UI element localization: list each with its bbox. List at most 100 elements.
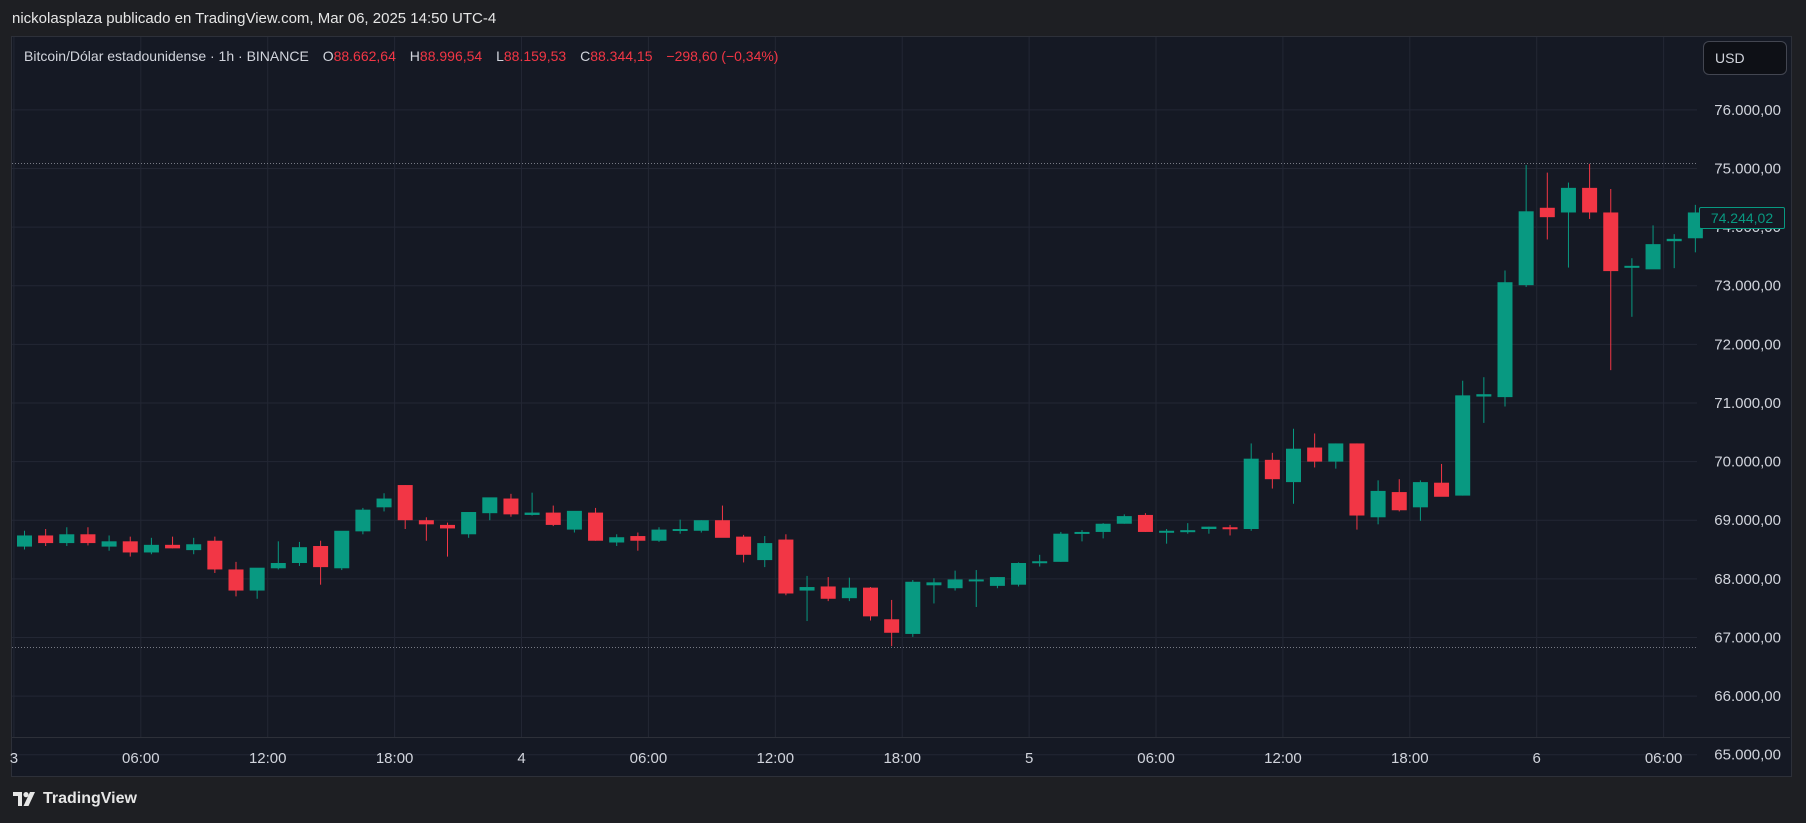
candle-down <box>418 517 434 541</box>
candle-body <box>80 534 96 544</box>
candle-body <box>355 509 371 532</box>
candle-body <box>1243 458 1259 530</box>
candle-down <box>588 507 604 541</box>
candle-body <box>165 544 181 549</box>
candle-up <box>968 570 984 607</box>
candle-up <box>1497 270 1513 407</box>
candle-body <box>1455 395 1471 496</box>
candle-body <box>884 619 900 633</box>
tradingview-brand[interactable]: TradingView <box>13 790 137 808</box>
candle-body <box>1560 187 1576 213</box>
candle-up <box>989 577 1005 589</box>
x-tick-label: 3 <box>10 750 18 767</box>
x-tick-label: 5 <box>1025 750 1033 767</box>
candle-body <box>714 520 730 538</box>
chart-panel[interactable] <box>11 36 1792 777</box>
candle-body <box>799 587 815 591</box>
y-tick-label: 68.000,00 <box>1714 571 1781 588</box>
candle-up <box>334 530 350 571</box>
candle-body <box>1222 527 1238 530</box>
candle-down <box>165 536 181 549</box>
candle-body <box>1666 238 1682 242</box>
candle-up <box>651 527 667 542</box>
candle-body <box>1201 526 1217 530</box>
candle-up <box>1074 530 1090 542</box>
candle-up <box>1476 377 1492 423</box>
y-tick-label: 73.000,00 <box>1714 278 1781 295</box>
candle-up <box>1180 523 1196 534</box>
candle-up <box>1286 428 1301 504</box>
candle-up <box>291 541 307 566</box>
y-tick-label: 70.000,00 <box>1714 454 1781 471</box>
x-tick-label: 18:00 <box>376 750 414 767</box>
candle-down <box>38 529 54 547</box>
candle-down <box>630 532 646 551</box>
symbol-title: Bitcoin/Dólar estadounidense · 1h · BINA… <box>24 48 309 64</box>
candle-body <box>1307 447 1323 462</box>
low-label: L <box>496 48 504 64</box>
candle-body <box>1645 244 1661 270</box>
candle-up <box>249 567 265 599</box>
candle-up <box>1666 234 1682 269</box>
candle-body <box>609 537 625 543</box>
candle-up <box>270 541 286 570</box>
candle-down <box>820 577 836 602</box>
x-tick-label: 06:00 <box>122 750 160 767</box>
candle-down <box>1434 463 1450 497</box>
candle-body <box>101 541 117 547</box>
candle-body <box>1328 443 1344 462</box>
candle-down <box>1264 452 1280 489</box>
candle-body <box>1391 492 1407 511</box>
high-label: H <box>409 48 420 64</box>
candle-body <box>566 510 582 530</box>
candle-up <box>1560 182 1576 268</box>
candle-body <box>1053 533 1069 562</box>
candle-up <box>1159 529 1175 544</box>
candle-body <box>672 529 688 532</box>
grid <box>12 37 1790 756</box>
candle-body <box>989 577 1005 586</box>
y-tick-label: 65.000,00 <box>1714 747 1781 764</box>
candle-body <box>1370 490 1386 518</box>
candle-up <box>1011 562 1027 587</box>
candle-up <box>524 492 540 516</box>
candle-body <box>524 512 540 515</box>
candle-down <box>207 536 223 573</box>
candle-body <box>1349 443 1365 516</box>
x-tick-label: 6 <box>1533 750 1541 767</box>
candle-up <box>1032 554 1048 567</box>
candle-body <box>1476 394 1492 397</box>
candle-body <box>397 485 413 521</box>
open-value: 88.662,64 <box>333 48 396 64</box>
candle-body <box>1159 530 1175 533</box>
x-tick-label: 06:00 <box>1645 750 1683 767</box>
candle-body <box>313 546 329 568</box>
candle-down <box>122 536 138 557</box>
brand-name: TradingView <box>43 790 137 807</box>
last-price-label: 74.244,02 <box>1699 207 1785 229</box>
candle-up <box>1455 380 1471 496</box>
candle-down <box>397 485 413 530</box>
close-value: 88.344,15 <box>590 48 653 64</box>
candle-body <box>503 498 519 515</box>
candle-body <box>820 586 836 599</box>
candle-body <box>291 547 307 564</box>
candle-up <box>841 577 857 602</box>
candle-up <box>1201 526 1217 534</box>
y-tick-label: 67.000,00 <box>1714 629 1781 646</box>
high-value: 88.996,54 <box>419 48 483 64</box>
x-tick-label: 4 <box>517 750 525 767</box>
currency-button[interactable]: USD <box>1703 41 1787 75</box>
candle-up <box>376 493 392 512</box>
candle-body <box>757 543 773 561</box>
candle-up <box>609 534 625 547</box>
candle-up <box>1518 164 1534 287</box>
candle-body <box>334 530 350 569</box>
candle-body <box>841 587 857 599</box>
candle-down <box>778 534 794 596</box>
candle-down <box>1539 172 1555 240</box>
candle-down <box>736 534 752 563</box>
candle-up <box>757 536 773 568</box>
candle-body <box>947 579 963 589</box>
